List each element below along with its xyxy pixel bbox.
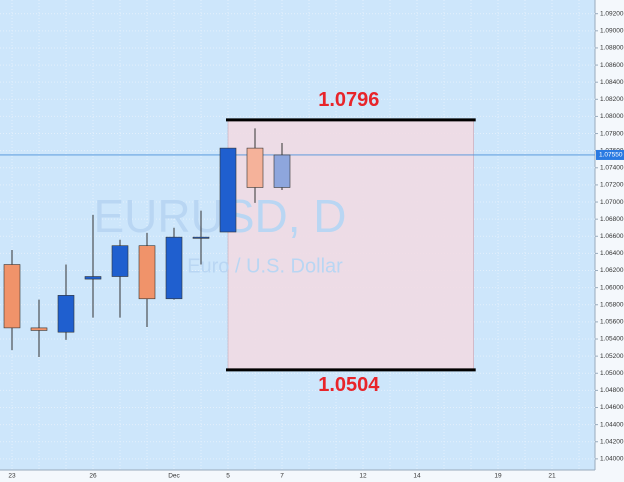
x-tick-label: 23 [8,473,16,480]
y-tick-label: 1.05800 [600,301,624,308]
y-tick-label: 1.04600 [600,404,624,411]
candle-body [30,327,48,331]
candle-body [57,295,75,333]
y-tick-label: 1.04400 [600,421,624,428]
candle-body [111,245,129,277]
x-tick-label: 21 [548,473,556,480]
y-tick-label: 1.08200 [600,96,624,103]
y-tick-label: 1.05600 [600,319,624,326]
candle-body [84,276,102,280]
candle-body [138,245,156,300]
y-tick-label: 1.07400 [600,165,624,172]
watermark-sub: Euro / U.S. Dollar [187,255,343,277]
candle-body [273,154,291,188]
y-tick-label: 1.06200 [600,267,624,274]
level-label: 1.0504 [318,374,380,396]
x-tick-label: 12 [359,473,367,480]
y-tick-label: 1.04800 [600,387,624,394]
y-tick-label: 1.07800 [600,130,624,137]
level-label: 1.0796 [318,89,379,111]
candle-body [246,147,264,188]
candle-body [3,264,21,329]
candle-body [219,147,237,233]
current-price-box [596,149,624,160]
y-tick-label: 1.08400 [600,79,624,86]
y-tick-label: 1.08800 [600,45,624,52]
y-tick-label: 1.06400 [600,250,624,257]
x-tick-label: 5 [226,473,230,480]
x-tick-label: 19 [494,473,502,480]
y-tick-label: 1.09000 [600,28,624,35]
current-price-label: 1.07550 [599,152,623,159]
y-tick-label: 1.06800 [600,216,624,223]
x-tick-label: 14 [413,473,421,480]
price-zone [227,119,474,371]
y-tick-label: 1.05000 [600,370,624,377]
x-tick-label: Dec [168,473,180,480]
y-axis-background [595,0,624,482]
x-tick-label: 7 [280,473,284,480]
y-tick-label: 1.05200 [600,353,624,360]
y-tick-label: 1.07000 [600,199,624,206]
x-tick-label: 26 [89,473,97,480]
y-tick-label: 1.04000 [600,456,624,463]
y-tick-label: 1.04200 [600,438,624,445]
y-tick-label: 1.08600 [600,62,624,69]
candle-body [165,236,183,300]
y-tick-label: 1.08000 [600,113,624,120]
x-axis-background [0,470,595,482]
y-tick-label: 1.05400 [600,336,624,343]
candle-body [192,236,210,239]
y-tick-label: 1.06600 [600,233,624,240]
y-tick-label: 1.07200 [600,182,624,189]
y-tick-label: 1.06000 [600,284,624,291]
y-tick-label: 1.09200 [600,10,624,17]
